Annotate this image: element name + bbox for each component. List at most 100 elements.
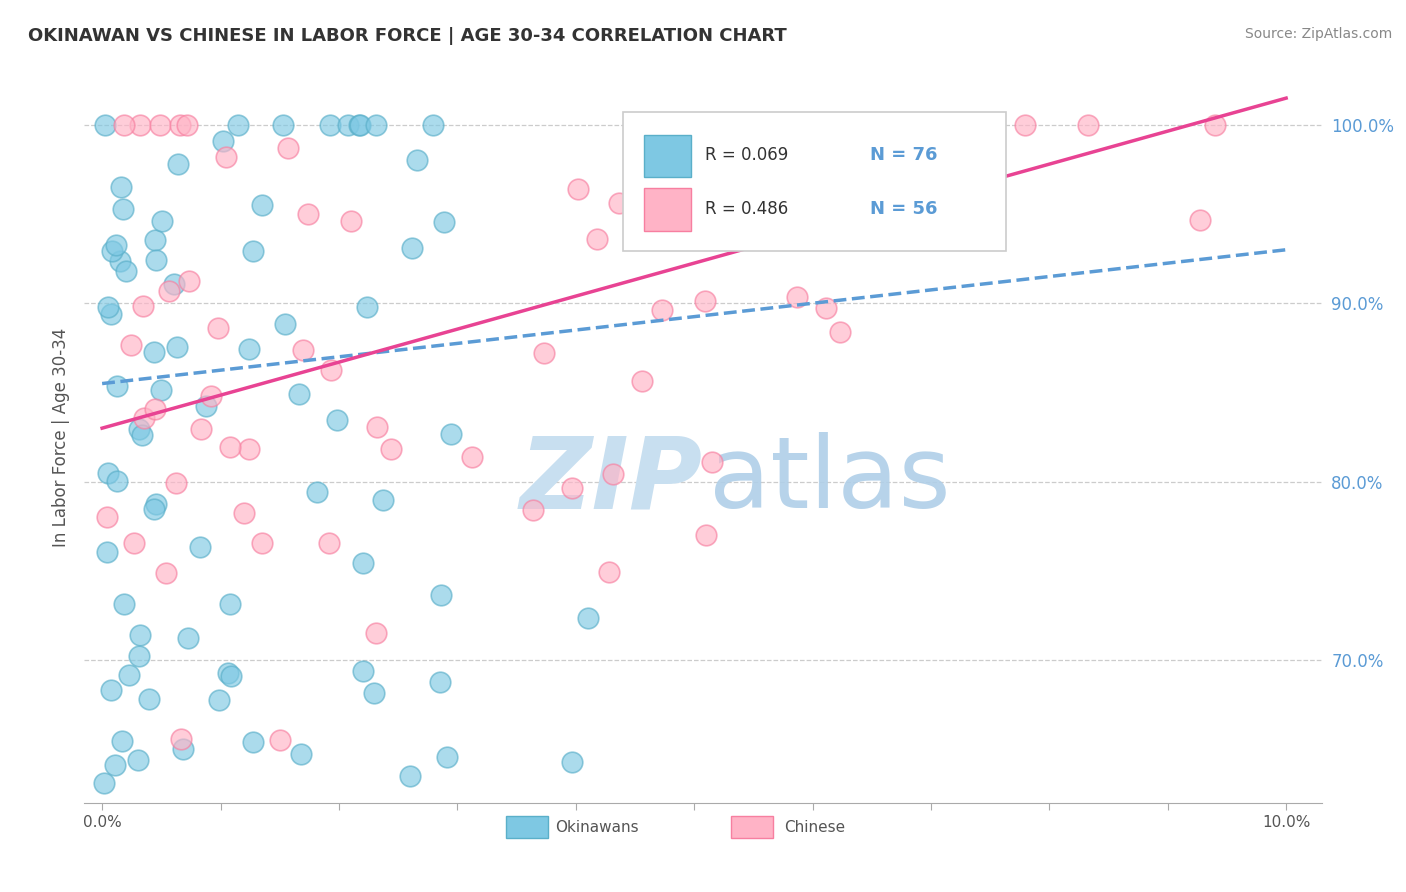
Point bbox=[461, 450, 484, 464]
Point bbox=[1077, 118, 1099, 132]
Point bbox=[319, 118, 342, 132]
Point bbox=[436, 749, 458, 764]
Point bbox=[128, 118, 150, 132]
Point bbox=[200, 389, 222, 403]
Point bbox=[786, 290, 808, 304]
Point bbox=[143, 233, 166, 247]
Point bbox=[105, 379, 128, 393]
Point bbox=[401, 241, 423, 255]
Point bbox=[349, 118, 371, 132]
Point bbox=[143, 402, 166, 417]
Text: N = 76: N = 76 bbox=[870, 146, 938, 164]
Point bbox=[167, 157, 190, 171]
Point bbox=[149, 384, 172, 398]
Point bbox=[347, 118, 370, 132]
Point bbox=[145, 253, 167, 268]
Point bbox=[207, 321, 229, 335]
Point bbox=[561, 756, 583, 770]
Point bbox=[100, 307, 122, 321]
Point bbox=[830, 326, 852, 340]
Point bbox=[172, 742, 194, 756]
Point bbox=[131, 299, 153, 313]
Point bbox=[291, 343, 314, 357]
Point bbox=[188, 540, 211, 554]
Point bbox=[290, 747, 312, 761]
Point bbox=[111, 734, 134, 748]
Point bbox=[233, 506, 256, 520]
Point bbox=[651, 303, 673, 318]
Text: ZIP: ZIP bbox=[520, 433, 703, 530]
Point bbox=[364, 625, 387, 640]
Point bbox=[96, 510, 118, 524]
Point bbox=[127, 753, 149, 767]
Point bbox=[430, 588, 453, 602]
Point bbox=[607, 196, 630, 211]
Point bbox=[114, 263, 136, 277]
Bar bbox=[644, 135, 690, 178]
Point bbox=[318, 536, 340, 550]
Point bbox=[1188, 212, 1211, 227]
Point bbox=[769, 118, 792, 132]
Point bbox=[274, 317, 297, 331]
Point bbox=[104, 238, 127, 252]
Point bbox=[176, 631, 198, 645]
Point bbox=[373, 492, 395, 507]
Point bbox=[561, 481, 583, 495]
Point bbox=[105, 475, 128, 489]
Point bbox=[252, 536, 274, 550]
Point bbox=[149, 118, 172, 132]
Point bbox=[100, 683, 122, 698]
Point bbox=[179, 274, 201, 288]
Point bbox=[219, 440, 242, 454]
Point bbox=[94, 118, 117, 132]
Text: atlas: atlas bbox=[709, 433, 950, 530]
Point bbox=[702, 455, 724, 469]
Point bbox=[695, 293, 717, 308]
Point bbox=[433, 215, 456, 229]
Text: Okinawans: Okinawans bbox=[555, 821, 638, 835]
Point bbox=[439, 426, 461, 441]
Point bbox=[356, 300, 378, 314]
Point bbox=[219, 669, 242, 683]
Point bbox=[522, 503, 544, 517]
Point bbox=[238, 343, 260, 357]
Point bbox=[97, 300, 120, 314]
Point bbox=[297, 207, 319, 221]
Point bbox=[101, 244, 124, 258]
Point bbox=[112, 118, 135, 132]
Point bbox=[319, 363, 342, 377]
Point bbox=[533, 346, 555, 360]
Text: N = 56: N = 56 bbox=[870, 200, 938, 218]
Point bbox=[941, 230, 963, 244]
Point bbox=[96, 544, 118, 558]
Point bbox=[242, 244, 264, 259]
Point bbox=[352, 557, 374, 571]
Point bbox=[380, 442, 402, 456]
Point bbox=[288, 386, 311, 401]
Point bbox=[194, 399, 217, 413]
Point bbox=[695, 528, 717, 542]
Point bbox=[337, 118, 360, 132]
Point bbox=[118, 668, 141, 682]
Point bbox=[104, 758, 127, 772]
Point bbox=[1204, 118, 1226, 132]
FancyBboxPatch shape bbox=[623, 112, 1007, 251]
Point bbox=[128, 422, 150, 436]
Point bbox=[217, 665, 239, 680]
Point bbox=[208, 693, 231, 707]
Point bbox=[366, 118, 388, 132]
Point bbox=[145, 497, 167, 511]
Point bbox=[110, 180, 132, 194]
Point bbox=[157, 285, 180, 299]
Point bbox=[271, 118, 294, 132]
Point bbox=[165, 475, 187, 490]
Point bbox=[794, 211, 817, 226]
Point bbox=[277, 140, 299, 154]
Point bbox=[166, 340, 188, 354]
Point bbox=[242, 735, 264, 749]
Point bbox=[269, 733, 291, 747]
Point bbox=[366, 420, 388, 434]
Point bbox=[163, 277, 186, 291]
Point bbox=[108, 254, 131, 268]
Point bbox=[150, 213, 173, 227]
